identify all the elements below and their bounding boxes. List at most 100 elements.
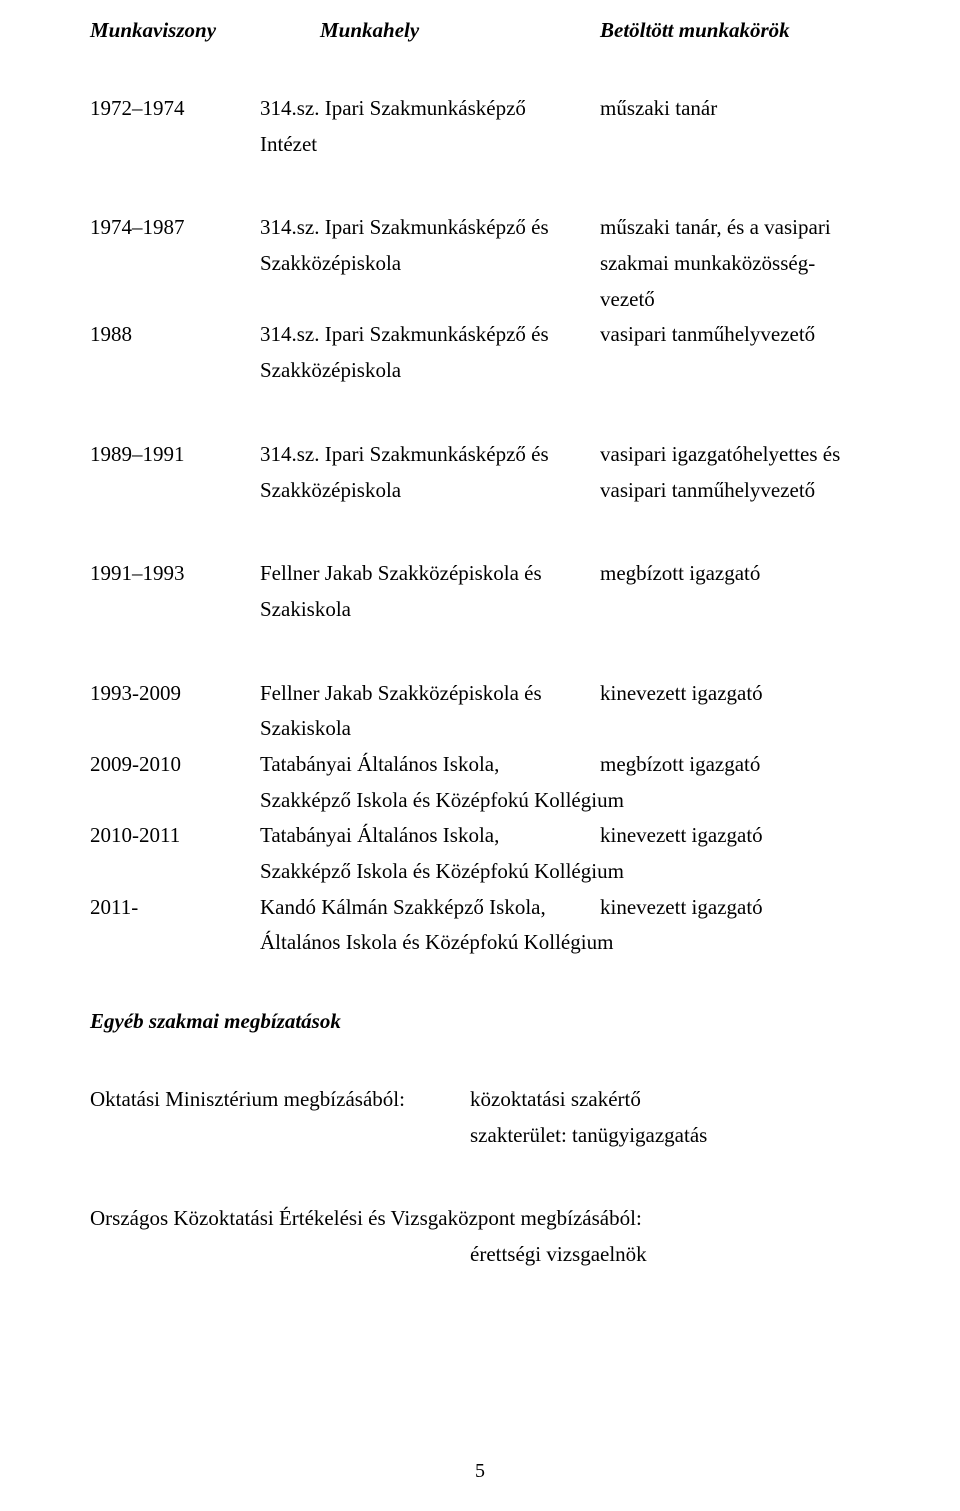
year-cell: 1989–1991: [90, 437, 260, 473]
role-cell: [680, 854, 870, 890]
year-cell: [90, 246, 260, 282]
role-cell: megbízott igazgató: [600, 556, 870, 592]
role-cell: műszaki tanár: [600, 91, 870, 127]
role-cell: [600, 592, 870, 628]
place-cell: Fellner Jakab Szakközépiskola és: [260, 556, 600, 592]
place-cell: Szakközépiskola: [260, 353, 600, 389]
place-cell: 314.sz. Ipari Szakmunkásképző és: [260, 317, 600, 353]
page: Munkaviszony Munkahely Betöltött munkakö…: [0, 0, 960, 1511]
year-cell: [90, 925, 260, 961]
ministry-right2: szakterület: tanügyigazgatás: [470, 1118, 707, 1154]
exam-line: Országos Közoktatási Értékelési és Vizsg…: [90, 1201, 870, 1237]
place-cell: 314.sz. Ipari Szakmunkásképző és: [260, 210, 600, 246]
place-cell: Szakközépiskola: [260, 246, 600, 282]
table-row: Szakközépiskola szakmai munkaközösség-: [90, 246, 870, 282]
place-cell: 314.sz. Ipari Szakmunkásképző: [260, 91, 600, 127]
role-cell: [680, 925, 870, 961]
employment-block: 1989–1991 314.sz. Ipari Szakmunkásképző …: [90, 437, 870, 508]
place-cell: Általános Iskola és Középfokú Kollégium: [260, 925, 680, 961]
ministry-left: Oktatási Minisztérium megbízásából:: [90, 1082, 470, 1118]
year-cell: 1972–1974: [90, 91, 260, 127]
place-cell: Szakképző Iskola és Középfokú Kollégium: [260, 854, 680, 890]
table-row: 2011- Kandó Kálmán Szakképző Iskola, kin…: [90, 890, 870, 926]
table-row: Szakiskola: [90, 711, 870, 747]
table-row: Szakképző Iskola és Középfokú Kollégium: [90, 854, 870, 890]
exam-block: Országos Közoktatási Értékelési és Vizsg…: [90, 1201, 870, 1272]
place-cell: Szakiskola: [260, 711, 600, 747]
exam-right: érettségi vizsgaelnök: [470, 1237, 647, 1273]
page-number: 5: [0, 1460, 960, 1483]
role-cell: vasipari tanműhelyvezető: [600, 317, 870, 353]
ministry-right: közoktatási szakértő: [470, 1082, 641, 1118]
table-row: 2009-2010 Tatabányai Általános Iskola, m…: [90, 747, 870, 783]
role-cell: kinevezett igazgató: [600, 676, 870, 712]
year-cell: 1991–1993: [90, 556, 260, 592]
table-row: 1972–1974 314.sz. Ipari Szakmunkásképző …: [90, 91, 870, 127]
table-row: 2010-2011 Tatabányai Általános Iskola, k…: [90, 818, 870, 854]
role-cell: kinevezett igazgató: [600, 890, 870, 926]
role-cell: műszaki tanár, és a vasipari: [600, 210, 870, 246]
table-row: Szakiskola: [90, 592, 870, 628]
header-munkaviszony: Munkaviszony: [90, 18, 320, 43]
year-cell: 2010-2011: [90, 818, 260, 854]
table-row: szakterület: tanügyigazgatás: [90, 1118, 870, 1154]
year-cell: [90, 127, 260, 163]
employment-block: 1993-2009 Fellner Jakab Szakközépiskola …: [90, 676, 870, 962]
table-row: 1988 314.sz. Ipari Szakmunkásképző és va…: [90, 317, 870, 353]
table-header: Munkaviszony Munkahely Betöltött munkakö…: [90, 18, 870, 43]
role-cell: kinevezett igazgató: [600, 818, 870, 854]
place-cell: Tatabányai Általános Iskola,: [260, 818, 600, 854]
year-cell: [90, 282, 260, 318]
year-cell: 1988: [90, 317, 260, 353]
table-row: 1991–1993 Fellner Jakab Szakközépiskola …: [90, 556, 870, 592]
table-row: Oktatási Minisztérium megbízásából: közo…: [90, 1082, 870, 1118]
role-cell: [680, 783, 870, 819]
table-row: Szakközépiskola: [90, 353, 870, 389]
place-cell: 314.sz. Ipari Szakmunkásképző és: [260, 437, 600, 473]
table-row: 1993-2009 Fellner Jakab Szakközépiskola …: [90, 676, 870, 712]
employment-block: 1991–1993 Fellner Jakab Szakközépiskola …: [90, 556, 870, 627]
place-cell: Szakképző Iskola és Középfokú Kollégium: [260, 783, 680, 819]
ministry-block: Oktatási Minisztérium megbízásából: közo…: [90, 1082, 870, 1153]
year-cell: [90, 783, 260, 819]
header-munkahely: Munkahely: [320, 18, 600, 43]
place-cell: [260, 282, 600, 318]
section-heading-other: Egyéb szakmai megbízatások: [90, 1009, 870, 1034]
role-cell: szakmai munkaközösség-: [600, 246, 870, 282]
role-cell: megbízott igazgató: [600, 747, 870, 783]
year-cell: [90, 711, 260, 747]
place-cell: Szakközépiskola: [260, 473, 600, 509]
role-cell: vasipari igazgatóhelyettes és: [600, 437, 870, 473]
year-cell: 1974–1987: [90, 210, 260, 246]
place-cell: Intézet: [260, 127, 600, 163]
role-cell: vasipari tanműhelyvezető: [600, 473, 870, 509]
header-munkakorok: Betöltött munkakörök: [600, 18, 870, 43]
table-row: 1989–1991 314.sz. Ipari Szakmunkásképző …: [90, 437, 870, 473]
table-row: vezető: [90, 282, 870, 318]
employment-block: 1972–1974 314.sz. Ipari Szakmunkásképző …: [90, 91, 870, 162]
year-cell: 2009-2010: [90, 747, 260, 783]
year-cell: [90, 592, 260, 628]
empty-cell: [90, 1118, 470, 1154]
table-row: Általános Iskola és Középfokú Kollégium: [90, 925, 870, 961]
year-cell: [90, 353, 260, 389]
table-row: Intézet: [90, 127, 870, 163]
table-row: érettségi vizsgaelnök: [90, 1237, 870, 1273]
place-cell: Kandó Kálmán Szakképző Iskola,: [260, 890, 600, 926]
place-cell: Tatabányai Általános Iskola,: [260, 747, 600, 783]
year-cell: [90, 473, 260, 509]
role-cell: [600, 127, 870, 163]
table-row: 1974–1987 314.sz. Ipari Szakmunkásképző …: [90, 210, 870, 246]
role-cell: vezető: [600, 282, 870, 318]
place-cell: Fellner Jakab Szakközépiskola és: [260, 676, 600, 712]
empty-cell: [90, 1237, 470, 1273]
role-cell: [600, 353, 870, 389]
employment-block: 1974–1987 314.sz. Ipari Szakmunkásképző …: [90, 210, 870, 388]
year-cell: [90, 854, 260, 890]
table-row: Szakképző Iskola és Középfokú Kollégium: [90, 783, 870, 819]
table-row: Szakközépiskola vasipari tanműhelyvezető: [90, 473, 870, 509]
year-cell: 2011-: [90, 890, 260, 926]
place-cell: Szakiskola: [260, 592, 600, 628]
year-cell: 1993-2009: [90, 676, 260, 712]
role-cell: [600, 711, 870, 747]
